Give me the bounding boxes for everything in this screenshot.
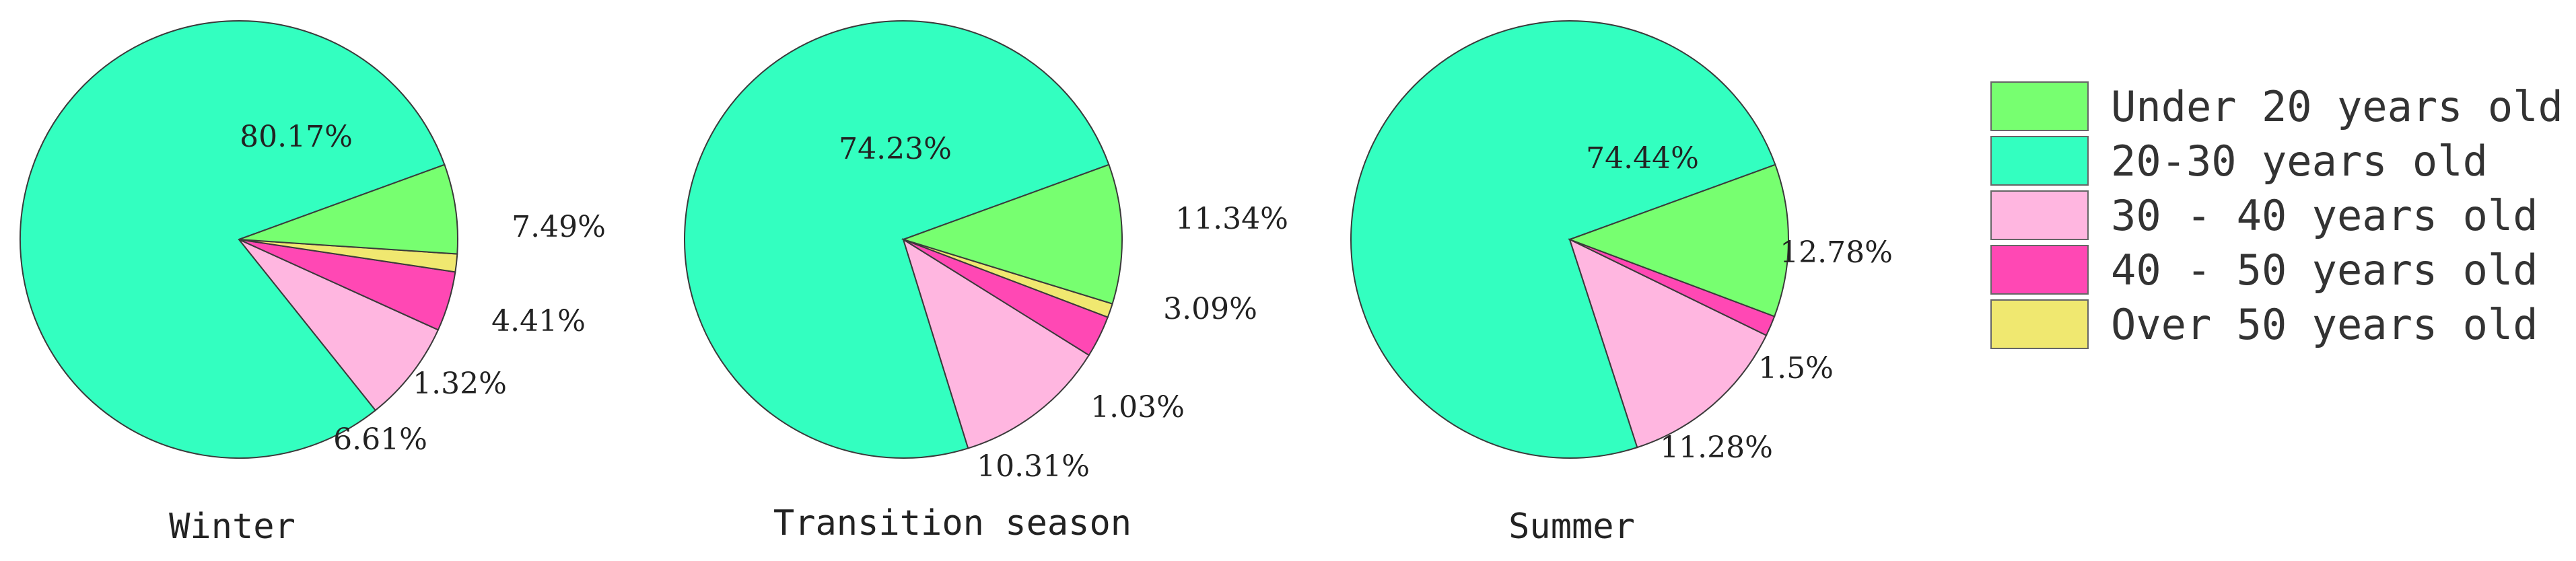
slice-percent-label: 1.32% bbox=[413, 367, 507, 401]
pie-chart-3: 74.44% 12.78% 1.5% 11.28% Summer bbox=[1350, 20, 1893, 547]
legend-label: 30 - 40 years old bbox=[2111, 191, 2538, 240]
pie-slice bbox=[1568, 238, 1768, 449]
pie-slice bbox=[684, 20, 1110, 459]
legend-label: Under 20 years old bbox=[2111, 82, 2563, 131]
slice-percent-label: 12.78% bbox=[1780, 235, 1893, 270]
slice-percent-label: 6.61% bbox=[333, 422, 427, 457]
pie-slice bbox=[1350, 20, 1776, 459]
legend-label: 20-30 years old bbox=[2111, 137, 2488, 186]
pie-chart-1: 80.17% 7.49% 4.41% 1.32% 6.61% Winter bbox=[20, 20, 606, 547]
pie-slice bbox=[902, 237, 1090, 449]
slice-percent-label: 80.17% bbox=[240, 120, 353, 154]
slice-percent-label: 4.41% bbox=[491, 304, 586, 338]
legend-swatch bbox=[1990, 136, 2089, 186]
slice-percent-label: 10.31% bbox=[977, 449, 1090, 484]
pie-charts-group: 80.17% 7.49% 4.41% 1.32% 6.61% Winter 74.23% 11… bbox=[20, 20, 1893, 547]
pie-title: Transition season bbox=[773, 503, 1132, 544]
legend-swatch bbox=[1990, 245, 2089, 295]
legend-swatch bbox=[1990, 299, 2089, 349]
pie-slice bbox=[238, 239, 440, 412]
pie-slice bbox=[20, 20, 446, 459]
legend-swatch bbox=[1990, 190, 2089, 240]
pie-slice bbox=[238, 163, 458, 255]
slice-percent-label: 1.5% bbox=[1758, 351, 1834, 385]
slice-percent-label: 74.44% bbox=[1586, 141, 1699, 176]
slice-percent-label: 11.28% bbox=[1660, 431, 1773, 465]
slice-percent-label: 7.49% bbox=[512, 210, 606, 244]
pie-title: Winter bbox=[169, 507, 295, 547]
slice-percent-label: 11.34% bbox=[1175, 202, 1288, 236]
slice-percent-label: 1.03% bbox=[1090, 390, 1185, 424]
pie-slice bbox=[901, 163, 1123, 305]
slice-percent-label: 74.23% bbox=[839, 132, 952, 166]
legend-label: Over 50 years old bbox=[2111, 300, 2538, 349]
pie-slice bbox=[1568, 163, 1789, 317]
pie-title: Summer bbox=[1508, 507, 1635, 547]
chart-legend: Under 20 years old 20-30 years old 30 - 40… bbox=[1990, 81, 2563, 349]
legend-swatch bbox=[1990, 81, 2089, 131]
pie-chart-2: 74.23% 11.34% 3.09% 1.03%10.31% Transition s… bbox=[684, 20, 1288, 544]
slice-percent-label: 3.09% bbox=[1163, 292, 1257, 326]
legend-label: 40 - 50 years old bbox=[2111, 246, 2538, 295]
